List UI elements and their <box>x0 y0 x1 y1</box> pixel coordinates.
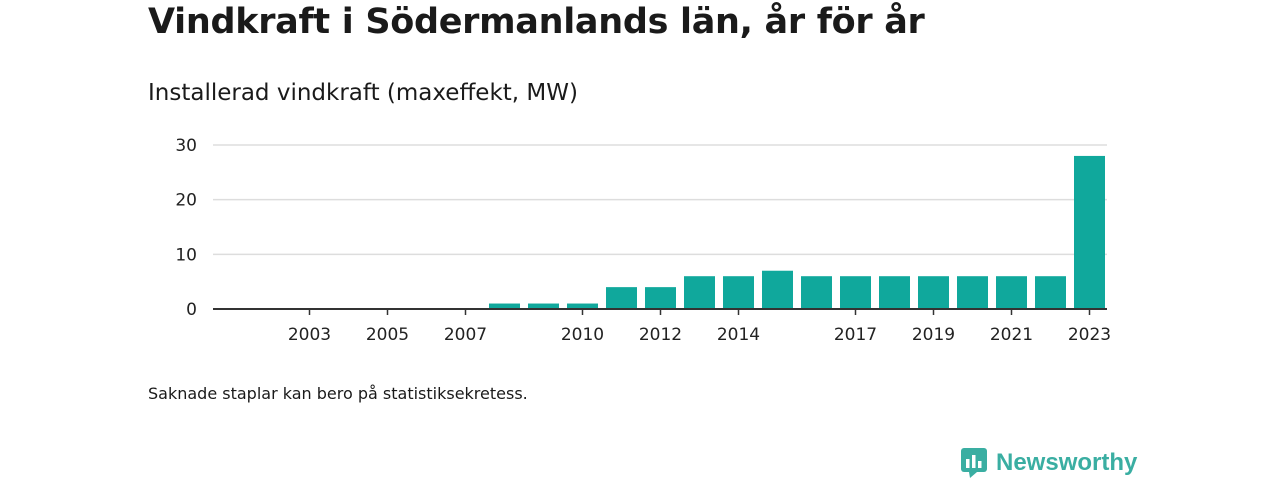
chart-title: Vindkraft i Södermanlands län, år för år <box>148 2 925 42</box>
bar-2021 <box>996 276 1027 309</box>
x-tick-label: 2014 <box>717 325 760 345</box>
bar-2008 <box>489 303 520 309</box>
bar-2023 <box>1074 155 1105 309</box>
bar-2014 <box>723 276 754 309</box>
x-tick-label: 2017 <box>834 325 877 345</box>
y-tick-label: 0 <box>186 300 197 320</box>
x-tick-label: 2019 <box>912 325 955 345</box>
y-tick-label: 10 <box>175 245 197 265</box>
bars <box>489 155 1105 309</box>
x-tick-label: 2010 <box>561 325 604 345</box>
axes: 0 10 20 30 2003 2005 2007 2010 2012 2014 2017 2019 2… <box>175 136 1111 345</box>
y-tick-label: 20 <box>175 191 197 211</box>
footnote: Saknade staplar kan bero på statistiksek… <box>148 384 528 403</box>
bar-2019 <box>918 276 949 309</box>
x-tick-label: 2007 <box>444 325 487 345</box>
bar-2011 <box>606 287 637 309</box>
bar-2022 <box>1035 276 1066 309</box>
x-tick-label: 2005 <box>366 325 409 345</box>
chart-subtitle: Installerad vindkraft (maxeffekt, MW) <box>148 80 578 106</box>
brand-logo[interactable]: Newsworthy <box>960 446 1137 480</box>
y-tick-label: 30 <box>175 136 197 156</box>
bar-2009 <box>528 303 559 309</box>
bar-2010 <box>567 303 598 309</box>
x-tick-label: 2003 <box>288 325 331 345</box>
x-tick-label: 2023 <box>1068 325 1111 345</box>
newsworthy-logo-icon <box>961 448 987 478</box>
bar-2012 <box>645 287 676 309</box>
x-tick-label: 2021 <box>990 325 1033 345</box>
brand-name: Newsworthy <box>996 449 1138 476</box>
bar-2013 <box>684 276 715 309</box>
bar-2015 <box>762 270 793 309</box>
bar-2018 <box>879 276 910 309</box>
bar-2020 <box>957 276 988 309</box>
x-tick-label: 2012 <box>639 325 682 345</box>
bar-2016 <box>801 276 832 309</box>
bar-2017 <box>840 276 871 309</box>
grid-lines <box>213 144 1107 256</box>
